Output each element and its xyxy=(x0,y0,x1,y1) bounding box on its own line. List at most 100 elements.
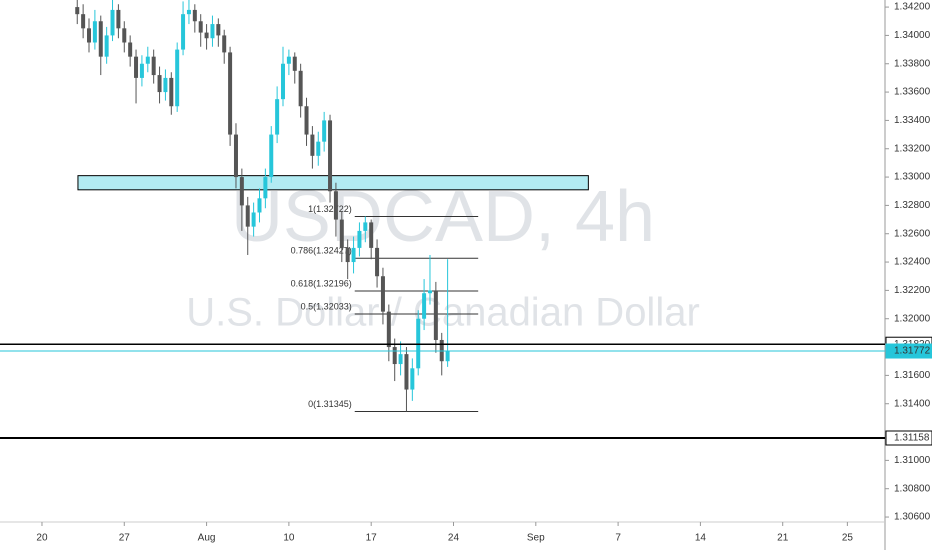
candle-body xyxy=(116,9,121,29)
watermark-symbol: USDCAD, 4h xyxy=(231,177,655,257)
candle-body xyxy=(275,99,280,135)
candle-body xyxy=(81,14,86,29)
candle-body xyxy=(128,42,133,57)
candle-body xyxy=(257,198,262,213)
candle-body xyxy=(145,56,150,64)
candle-body xyxy=(104,35,109,57)
y-tick-label: 1.32600 xyxy=(894,228,931,239)
y-tick-label: 1.32800 xyxy=(894,200,931,211)
x-tick-label: 25 xyxy=(842,533,854,544)
x-tick-label: 21 xyxy=(777,533,789,544)
candle-body xyxy=(210,24,215,39)
candle-body xyxy=(269,134,274,178)
candle-body xyxy=(139,63,144,78)
y-tick-label: 1.33400 xyxy=(894,115,931,126)
fib-label: 1(1.32722) xyxy=(308,204,352,214)
candle-body xyxy=(433,290,438,340)
candle-body xyxy=(75,7,80,15)
y-tick-label: 1.34000 xyxy=(894,30,931,41)
x-tick-label: Sep xyxy=(527,533,545,544)
y-tick-label: 1.31400 xyxy=(894,398,931,409)
y-tick-label: 1.33000 xyxy=(894,172,931,183)
candle-body xyxy=(363,222,368,231)
candle-body xyxy=(281,63,286,100)
y-tick-label: 1.33200 xyxy=(894,143,931,154)
candle-body xyxy=(222,35,227,53)
y-tick-label: 1.31000 xyxy=(894,455,931,466)
candle-body xyxy=(92,21,97,43)
candle-body xyxy=(98,21,103,57)
candle-body xyxy=(216,24,221,36)
candle-body xyxy=(445,351,450,362)
x-tick-label: 17 xyxy=(366,533,378,544)
price-label-box xyxy=(885,343,932,359)
candle-body xyxy=(251,212,256,227)
candle-body xyxy=(292,56,297,71)
candle-body xyxy=(369,222,374,248)
y-tick-label: 1.31600 xyxy=(894,370,931,381)
candle-body xyxy=(316,141,321,156)
y-tick-label: 1.30800 xyxy=(894,483,931,494)
candle-body xyxy=(328,120,333,192)
candle-body xyxy=(427,290,432,294)
candle-body xyxy=(122,28,127,43)
x-tick-label: 27 xyxy=(119,533,131,544)
candle-body xyxy=(163,77,168,93)
candle-body xyxy=(134,56,139,78)
candle-body xyxy=(410,368,415,390)
candle-body xyxy=(386,311,391,348)
x-tick-label: 10 xyxy=(283,533,295,544)
y-tick-label: 1.30600 xyxy=(894,512,931,523)
candle-body xyxy=(157,75,162,93)
x-tick-label: 20 xyxy=(36,533,48,544)
y-tick-label: 1.34200 xyxy=(894,2,931,13)
candle-body xyxy=(110,9,115,36)
candle-body xyxy=(233,134,238,178)
candle-body xyxy=(357,230,362,248)
x-tick-label: 24 xyxy=(448,533,460,544)
candle-body xyxy=(392,347,397,365)
y-tick-label: 1.33600 xyxy=(894,87,931,98)
resistance-zone xyxy=(77,175,589,191)
candle-body xyxy=(245,205,250,227)
x-tick-label: Aug xyxy=(198,533,216,544)
y-tick-label: 1.32200 xyxy=(894,285,931,296)
y-tick-label: 1.33800 xyxy=(894,58,931,69)
fib-label: 0(1.31345) xyxy=(308,399,352,409)
candle-body xyxy=(404,354,409,390)
candle-body xyxy=(169,77,174,107)
candle-body xyxy=(351,247,356,263)
y-tick-label: 1.32400 xyxy=(894,257,931,268)
price-label: 1.31772 xyxy=(894,346,931,357)
candle-body xyxy=(263,177,268,199)
candle-body xyxy=(151,56,156,76)
x-tick-label: 14 xyxy=(695,533,707,544)
candle-body xyxy=(198,21,203,33)
candle-body xyxy=(175,49,180,107)
candle-body xyxy=(192,9,197,22)
candle-body xyxy=(228,52,233,135)
candle-body xyxy=(181,14,186,50)
x-tick-label: 7 xyxy=(615,533,621,544)
candle-body xyxy=(239,177,244,206)
candle-body xyxy=(204,32,209,39)
y-tick-label: 1.32000 xyxy=(894,313,931,324)
candle-body xyxy=(286,56,291,64)
candle-body xyxy=(304,106,309,135)
fib-label: 0.786(1.32427) xyxy=(291,246,352,256)
candle-body xyxy=(339,219,344,248)
candle-body xyxy=(310,134,315,156)
candle-body xyxy=(345,247,350,263)
price-label: 1.31158 xyxy=(894,433,930,444)
candle-body xyxy=(87,28,92,43)
fib-label: 0.5(1.32033) xyxy=(301,301,352,311)
price-label-box xyxy=(885,430,932,446)
candle-body xyxy=(375,247,380,277)
candle-body xyxy=(333,191,338,220)
candle-body xyxy=(322,120,327,142)
candle-body xyxy=(398,354,403,365)
candle-body xyxy=(422,293,427,319)
